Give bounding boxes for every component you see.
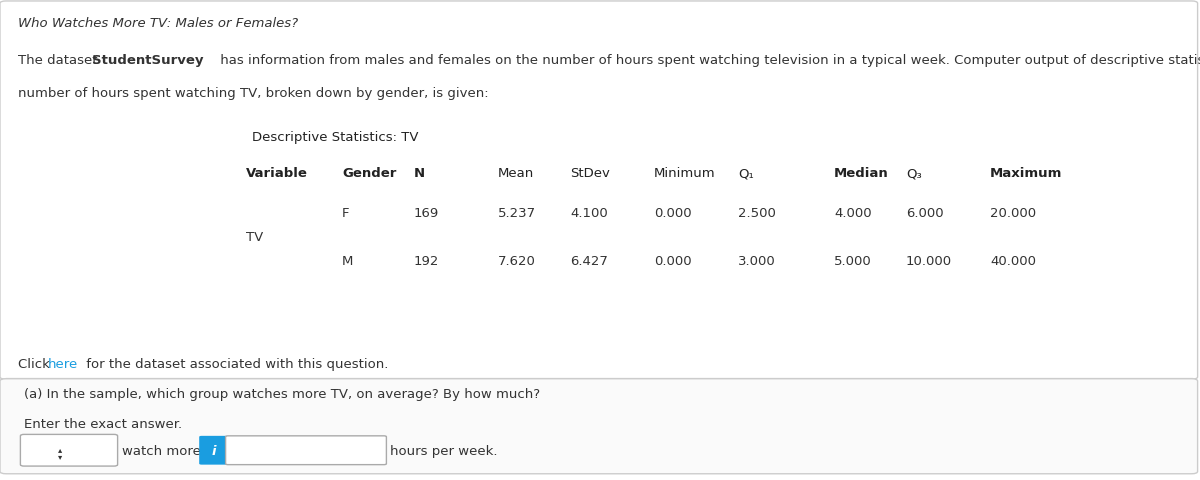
- Text: 169: 169: [414, 207, 439, 220]
- Text: Gender: Gender: [342, 167, 396, 180]
- Text: M: M: [342, 255, 353, 268]
- Text: 6.000: 6.000: [906, 207, 943, 220]
- Text: 5.000: 5.000: [834, 255, 871, 268]
- Text: number of hours spent watching TV, broken down by gender, is given:: number of hours spent watching TV, broke…: [18, 87, 488, 100]
- Text: 10.000: 10.000: [906, 255, 952, 268]
- Text: Mean: Mean: [498, 167, 534, 180]
- Text: ▴: ▴: [58, 445, 62, 455]
- FancyBboxPatch shape: [226, 436, 386, 465]
- Text: 3.000: 3.000: [738, 255, 775, 268]
- Text: Click: Click: [18, 358, 54, 371]
- Text: 0.000: 0.000: [654, 207, 691, 220]
- Text: StDev: StDev: [570, 167, 610, 180]
- Text: (a) In the sample, which group watches more TV, on average? By how much?: (a) In the sample, which group watches m…: [24, 388, 540, 401]
- Text: Descriptive Statistics: TV: Descriptive Statistics: TV: [252, 131, 419, 144]
- FancyBboxPatch shape: [199, 436, 228, 465]
- Text: Maximum: Maximum: [990, 167, 1062, 180]
- FancyBboxPatch shape: [20, 434, 118, 466]
- Text: N: N: [414, 167, 425, 180]
- Text: StudentSurvey: StudentSurvey: [92, 54, 204, 67]
- Text: 4.100: 4.100: [570, 207, 607, 220]
- Text: 192: 192: [414, 255, 439, 268]
- Text: 20.000: 20.000: [990, 207, 1036, 220]
- Text: Who Watches More TV: Males or Females?: Who Watches More TV: Males or Females?: [18, 17, 298, 30]
- Text: Minimum: Minimum: [654, 167, 715, 180]
- Text: 6.427: 6.427: [570, 255, 608, 268]
- Text: Q₃: Q₃: [906, 167, 922, 180]
- Text: The dataset: The dataset: [18, 54, 102, 67]
- Text: 4.000: 4.000: [834, 207, 871, 220]
- Text: Enter the exact answer.: Enter the exact answer.: [24, 418, 182, 431]
- Text: F: F: [342, 207, 349, 220]
- Text: i: i: [211, 445, 216, 458]
- Text: Q₁: Q₁: [738, 167, 754, 180]
- Text: TV: TV: [246, 231, 263, 244]
- Text: ▾: ▾: [58, 452, 62, 461]
- Text: watch more TV by: watch more TV by: [122, 445, 244, 458]
- Text: Median: Median: [834, 167, 889, 180]
- FancyBboxPatch shape: [0, 1, 1198, 379]
- Text: 7.620: 7.620: [498, 255, 536, 268]
- Text: 2.500: 2.500: [738, 207, 776, 220]
- Text: 40.000: 40.000: [990, 255, 1036, 268]
- Text: here: here: [48, 358, 78, 371]
- Text: for the dataset associated with this question.: for the dataset associated with this que…: [82, 358, 388, 371]
- Text: 5.237: 5.237: [498, 207, 536, 220]
- Text: 0.000: 0.000: [654, 255, 691, 268]
- FancyBboxPatch shape: [0, 379, 1198, 474]
- Text: Variable: Variable: [246, 167, 308, 180]
- Text: has information from males and females on the number of hours spent watching tel: has information from males and females o…: [216, 54, 1200, 67]
- Text: hours per week.: hours per week.: [390, 445, 498, 458]
